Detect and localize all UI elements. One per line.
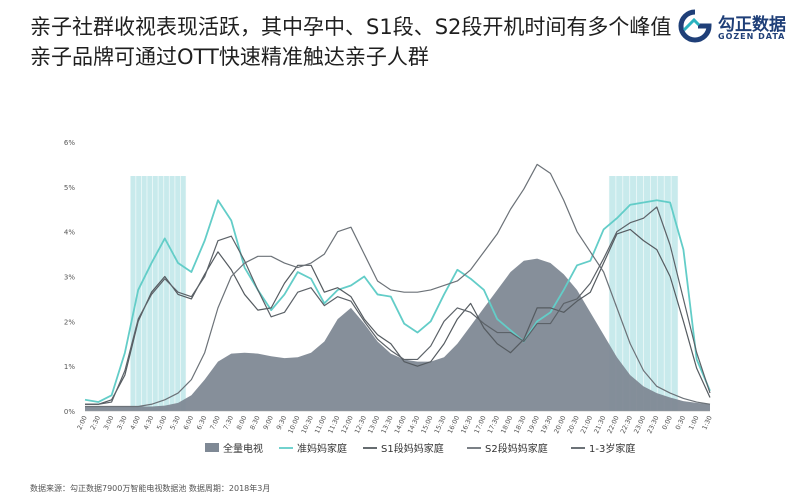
x-tick-label: 3:30 (115, 414, 128, 431)
x-tick-label: 8:00 (235, 414, 248, 431)
x-tick-label: 8:30 (248, 414, 261, 431)
series-line-S2段妈妈家庭 (85, 163, 711, 408)
logo-subtitle: GOZEN DATA (718, 32, 786, 41)
y-tick-label: 1% (64, 363, 75, 371)
x-tick-label: 4:30 (142, 414, 155, 431)
logo-name: 勾正数据 (718, 15, 786, 35)
chart-title: 亲子社群收视表现活跃，其中孕中、S1段、S2段开机时间有多个峰值 亲子品牌可通过… (30, 12, 672, 72)
logo-mark-icon (678, 9, 712, 43)
x-tick-label: 5:00 (155, 414, 168, 431)
y-tick-label: 0% (64, 408, 75, 416)
x-tick-label: 4:00 (129, 414, 142, 431)
y-tick-label: 4% (64, 229, 75, 237)
x-tick-label: 5:30 (168, 414, 181, 431)
title-line-1: 亲子社群收视表现活跃，其中孕中、S1段、S2段开机时间有多个峰值 (30, 15, 672, 39)
x-tick-label: 3:00 (102, 414, 115, 431)
legend-label: 全量电视 (223, 442, 263, 455)
legend-swatch (205, 443, 219, 452)
y-tick-label: 5% (64, 184, 75, 192)
x-tick-label: 23:30 (645, 414, 660, 434)
y-tick-label: 2% (64, 318, 75, 326)
title-line-2: 亲子品牌可通过OTT快速精准触达亲子人群 (30, 45, 429, 69)
series-line-准妈妈家庭 (84, 199, 711, 403)
legend-label: S2段妈妈家庭 (485, 442, 548, 455)
series-line-1-3岁家庭 (85, 206, 711, 405)
series-line-S1段妈妈家庭 (85, 228, 711, 405)
legend-label: 准妈妈家庭 (297, 442, 347, 455)
x-tick-label: 1:30 (700, 414, 713, 431)
x-tick-label: 1:00 (687, 414, 700, 431)
series-area-全量电视 (85, 258, 710, 411)
x-tick-label: 7:00 (208, 414, 221, 431)
legend-label: S1段妈妈家庭 (381, 442, 444, 455)
legend-label: 1-3岁家庭 (589, 442, 635, 455)
y-tick-label: 6% (64, 139, 75, 147)
x-tick-label: 7:30 (222, 414, 235, 431)
x-tick-label: 0:00 (660, 414, 673, 431)
x-tick-label: 2:00 (75, 414, 88, 431)
logo: 勾正数据 GOZEN DATA (676, 8, 796, 48)
x-tick-label: 6:30 (195, 414, 208, 431)
x-tick-label: 0:30 (674, 414, 687, 431)
x-tick-label: 2:30 (89, 414, 102, 431)
x-tick-label: 9:00 (262, 414, 275, 431)
y-tick-label: 3% (64, 274, 75, 282)
x-tick-label: 6:00 (182, 414, 195, 431)
x-tick-label: 9:30 (275, 414, 288, 431)
footer-source: 数据来源：勾正数据7900万智能电视数据池 数据周期：2018年3月 (30, 484, 271, 493)
